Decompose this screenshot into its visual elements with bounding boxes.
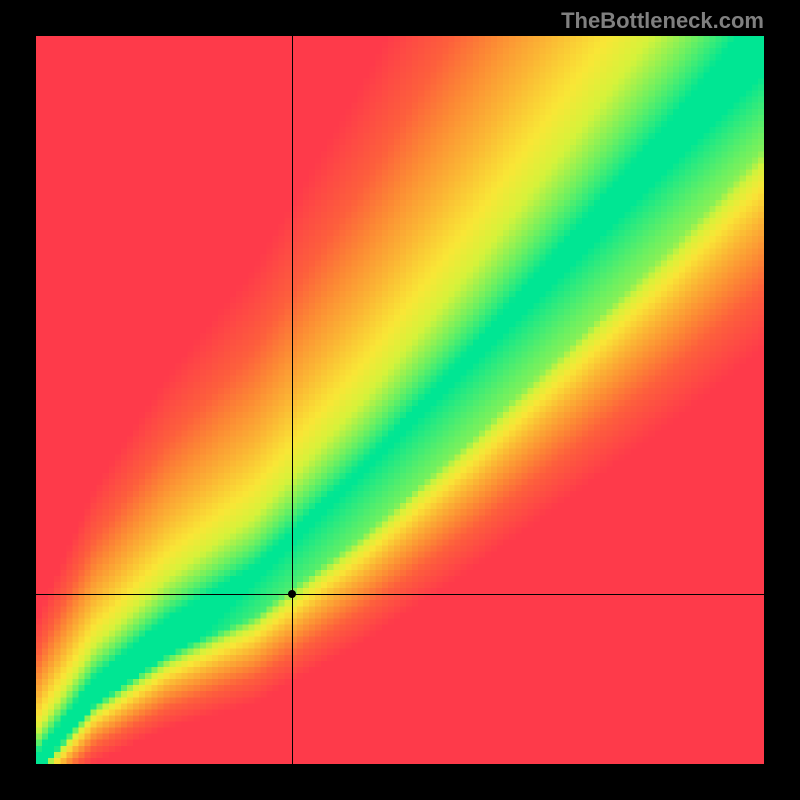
- bottleneck-heatmap: [36, 36, 764, 764]
- watermark-text: TheBottleneck.com: [561, 8, 764, 34]
- crosshair-vertical: [292, 36, 293, 764]
- crosshair-horizontal: [36, 594, 764, 595]
- chart-container: TheBottleneck.com: [0, 0, 800, 800]
